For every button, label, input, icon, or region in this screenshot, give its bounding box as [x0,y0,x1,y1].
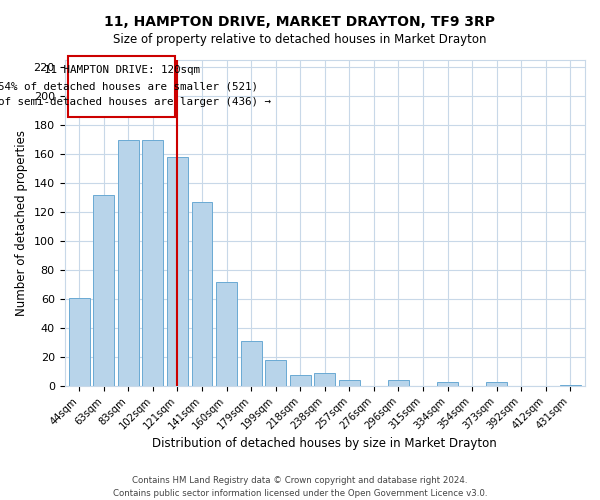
Text: 11, HAMPTON DRIVE, MARKET DRAYTON, TF9 3RP: 11, HAMPTON DRIVE, MARKET DRAYTON, TF9 3… [104,15,496,29]
Bar [241,341,262,386]
Text: 11 HAMPTON DRIVE: 120sqm
← 54% of detached houses are smaller (521)
45% of semi-: 11 HAMPTON DRIVE: 120sqm ← 54% of detach… [0,66,271,106]
Bar [94,195,114,386]
Bar [191,202,212,386]
FancyBboxPatch shape [68,56,175,116]
Bar [314,373,335,386]
Bar [118,140,139,386]
Y-axis label: Number of detached properties: Number of detached properties [15,130,28,316]
Bar [486,382,507,386]
Bar [69,298,89,386]
Bar [290,374,311,386]
Text: Size of property relative to detached houses in Market Drayton: Size of property relative to detached ho… [113,32,487,46]
Bar [216,282,237,386]
Bar [437,382,458,386]
Bar [142,140,163,386]
Bar [265,360,286,386]
Text: Contains HM Land Registry data © Crown copyright and database right 2024.
Contai: Contains HM Land Registry data © Crown c… [113,476,487,498]
Bar [339,380,360,386]
Bar [167,157,188,386]
Bar [560,384,581,386]
Bar [388,380,409,386]
X-axis label: Distribution of detached houses by size in Market Drayton: Distribution of detached houses by size … [152,437,497,450]
